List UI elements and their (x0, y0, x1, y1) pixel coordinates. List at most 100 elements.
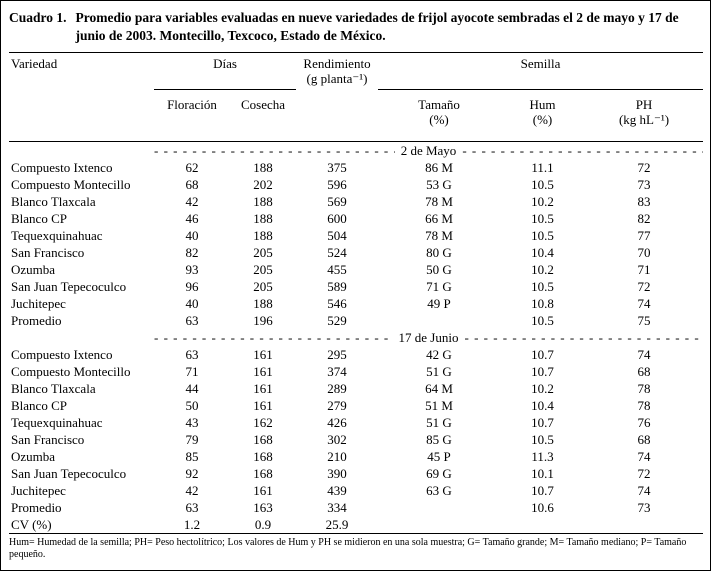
value-cell (585, 516, 703, 534)
table-row: Tequexquinahuac 43 162 426 51 G 10.7 76 (9, 414, 703, 431)
value-cell: 202 (253, 176, 273, 192)
value-cell: 93 (185, 261, 199, 277)
col-header-rendimiento-label: Rendimiento (303, 56, 371, 72)
value-cell: 76 (637, 414, 651, 430)
table-caption-text: Promedio para variables evaluadas en nue… (75, 10, 679, 43)
value-cell: 589 (327, 278, 347, 294)
value-cell: 74 (637, 295, 651, 311)
value-cell: 78 M (425, 227, 453, 243)
variety-name-cell: Blanco CP (11, 397, 67, 413)
table-row: Blanco CP 46 188 600 66 M 10.5 82 (9, 210, 703, 227)
value-cell: 205 (253, 244, 273, 260)
value-cell: 78 M (425, 193, 453, 209)
value-cell: 68 (637, 431, 651, 447)
value-cell: 10.5 (531, 431, 554, 447)
col-header-ph: PH (kg hL⁻¹) (585, 89, 704, 142)
table-caption-label: Cuadro 1. (9, 10, 67, 25)
value-cell: 161 (253, 363, 273, 379)
table-row: Ozumba 93 205 455 50 G 10.2 71 (9, 261, 703, 278)
value-cell: 63 G (426, 482, 452, 498)
value-cell: 524 (327, 244, 347, 260)
table-row: Blanco Tlaxcala 42 188 569 78 M 10.2 83 (9, 193, 703, 210)
col-group-semilla: Semilla (378, 52, 704, 91)
value-cell: 10.5 (531, 227, 554, 243)
table-header: Variedad Días Rendimiento (g planta⁻¹) S… (9, 52, 704, 142)
variety-name-cell: Compuesto Ixtenco (11, 159, 113, 175)
table-row: Ozumba 85 168 210 45 P 11.3 74 (9, 448, 703, 465)
value-cell: 46 (185, 210, 199, 226)
value-cell: 162 (253, 414, 273, 430)
variety-name-cell: Tequexquinahuac (11, 414, 103, 430)
value-cell: 10.2 (531, 261, 554, 277)
col-header-cosecha: Cosecha (230, 89, 296, 142)
section-divider-lead-cell (9, 329, 154, 346)
value-cell: 569 (327, 193, 347, 209)
value-cell: 72 (637, 465, 651, 481)
value-cell (500, 516, 585, 534)
value-cell: 0.9 (254, 516, 272, 532)
section-divider-dashes: - - - - - - - - - - - - - - - - - - - - … (464, 329, 703, 345)
value-cell: 11.1 (531, 159, 554, 175)
value-cell: 80 G (426, 244, 452, 260)
variety-name-cell: San Francisco (11, 431, 85, 447)
value-cell: 10.4 (531, 397, 554, 413)
value-cell: 75 (637, 312, 651, 328)
value-cell: 10.1 (531, 465, 554, 481)
value-cell: 68 (185, 176, 199, 192)
value-cell: 51 G (426, 363, 452, 379)
variety-name-cell: Blanco Tlaxcala (11, 193, 96, 209)
table-row: Promedio 63 196 529 10.5 75 (9, 312, 703, 329)
value-cell: 161 (253, 380, 273, 396)
value-cell: 10.5 (531, 278, 554, 294)
value-cell: 53 G (426, 176, 452, 192)
value-cell (378, 312, 500, 329)
value-cell: 10.7 (531, 482, 554, 498)
value-cell: 455 (327, 261, 347, 277)
value-cell: 161 (253, 482, 273, 498)
value-cell: 72 (637, 159, 651, 175)
value-cell: 82 (185, 244, 199, 260)
value-cell: 188 (253, 193, 273, 209)
col-header-tamano-label: Tamaño (418, 97, 460, 113)
value-cell: 168 (253, 465, 273, 481)
variety-name-cell: San Juan Tepecoculco (11, 465, 127, 481)
value-cell: 74 (637, 482, 651, 498)
value-cell: 188 (253, 295, 273, 311)
table-row: San Francisco 79 168 302 85 G 10.5 68 (9, 431, 703, 448)
variety-name-cell: San Francisco (11, 244, 85, 260)
value-cell: 302 (327, 431, 347, 447)
value-cell: 85 (185, 448, 199, 464)
value-cell: 74 (637, 346, 651, 362)
value-cell: 10.5 (531, 312, 554, 328)
table-row: Blanco Tlaxcala 44 161 289 64 M 10.2 78 (9, 380, 703, 397)
variety-name-cell: Ozumba (11, 261, 56, 277)
value-cell: 73 (637, 499, 651, 515)
value-cell: 69 G (426, 465, 452, 481)
table-row: Blanco CP 50 161 279 51 M 10.4 78 (9, 397, 703, 414)
value-cell: 439 (327, 482, 347, 498)
value-cell: 70 (637, 244, 651, 260)
table-row: Compuesto Montecillo 68 202 596 53 G 10.5 73 (9, 176, 703, 193)
col-header-rendimiento-unit: (g planta⁻¹) (306, 71, 368, 87)
value-cell: 295 (327, 346, 347, 362)
variety-name-cell: Compuesto Montecillo (11, 363, 131, 379)
value-cell: 63 (185, 346, 199, 362)
section-divider-row: - - - - - - - - - - - - - - - - - - - - … (9, 141, 703, 159)
value-cell: 44 (185, 380, 199, 396)
table-row: Tequexquinahuac 40 188 504 78 M 10.5 77 (9, 227, 703, 244)
value-cell: 205 (253, 278, 273, 294)
value-cell: 168 (253, 448, 273, 464)
value-cell: 43 (185, 414, 199, 430)
value-cell: 42 (185, 482, 199, 498)
value-cell: 85 G (426, 431, 452, 447)
value-cell: 161 (253, 346, 273, 362)
value-cell (378, 499, 500, 516)
value-cell: 10.6 (531, 499, 554, 515)
value-cell: 10.5 (531, 210, 554, 226)
col-header-ph-unit: (kg hL⁻¹) (618, 112, 670, 128)
value-cell: 168 (253, 431, 273, 447)
header-row-subcolumns: Floración Cosecha Tamaño (%) Hum (%) PH … (9, 89, 704, 142)
value-cell: 188 (253, 210, 273, 226)
variety-name-cell: Promedio (11, 312, 62, 328)
value-cell: 82 (637, 210, 651, 226)
